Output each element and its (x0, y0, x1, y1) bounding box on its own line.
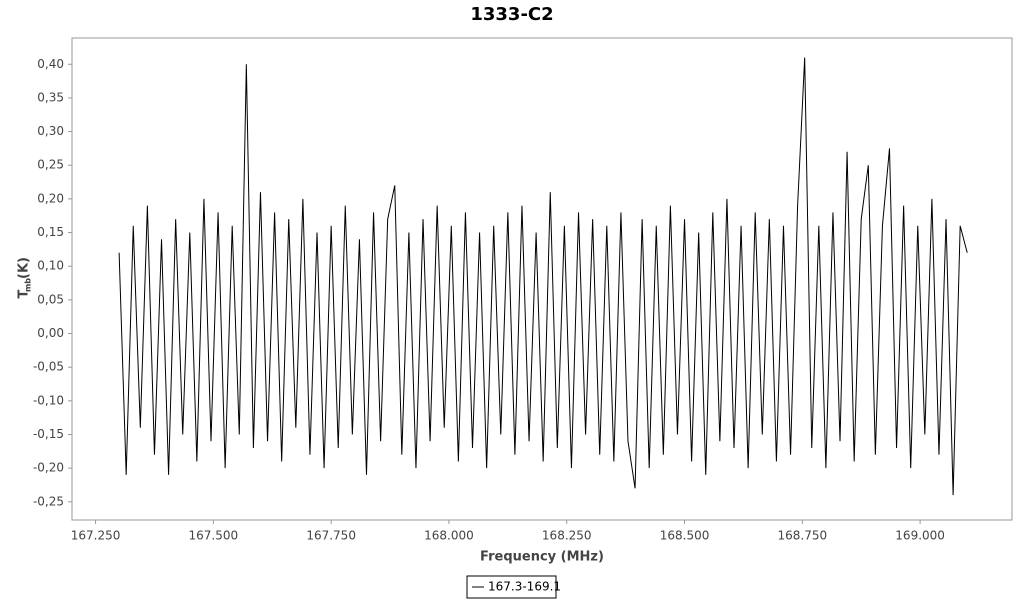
y-tick-label: 0,40 (37, 57, 64, 71)
legend-box (466, 575, 557, 599)
y-label-unit: (K) (17, 257, 32, 279)
y-tick-label: 0,05 (37, 292, 64, 306)
x-tick-label: 167.750 (306, 529, 356, 543)
y-axis-label: T mb (K) (17, 257, 33, 298)
series-line (118, 57, 968, 496)
y-tick-label: 0,25 (37, 158, 64, 172)
y-tick-label: 0,00 (37, 326, 64, 340)
y-tick-label: -0,20 (33, 461, 64, 475)
plot-frame (71, 37, 1013, 521)
y-tick-label: -0,15 (33, 427, 64, 441)
x-tick-label: 168.750 (778, 529, 828, 543)
y-tick-label: 0,10 (37, 259, 64, 273)
x-tick-label: 168.500 (660, 529, 710, 543)
y-tick-label: 0,35 (37, 90, 64, 104)
y-label-main: T (17, 289, 32, 298)
chart-title: 1333-C2 (470, 4, 553, 25)
y-tick-label: -0,10 (33, 393, 64, 407)
x-tick-label: 168.000 (424, 529, 474, 543)
y-tick-label: 0,20 (37, 191, 64, 205)
x-tick-label: 167.500 (189, 529, 239, 543)
x-tick-label: 167.250 (71, 529, 121, 543)
legend-label: 167.3-169.1 (488, 580, 561, 594)
x-tick-label: 169.000 (895, 529, 945, 543)
y-tick-label: 0,30 (37, 124, 64, 138)
y-tick-label: 0,15 (37, 225, 64, 239)
y-tick-label: -0,05 (33, 360, 64, 374)
y-tick-label: -0,25 (33, 494, 64, 508)
y-label-sub: mb (24, 278, 33, 292)
x-axis-label: Frequency (MHz) (480, 550, 604, 565)
x-tick-label: 168.250 (542, 529, 592, 543)
